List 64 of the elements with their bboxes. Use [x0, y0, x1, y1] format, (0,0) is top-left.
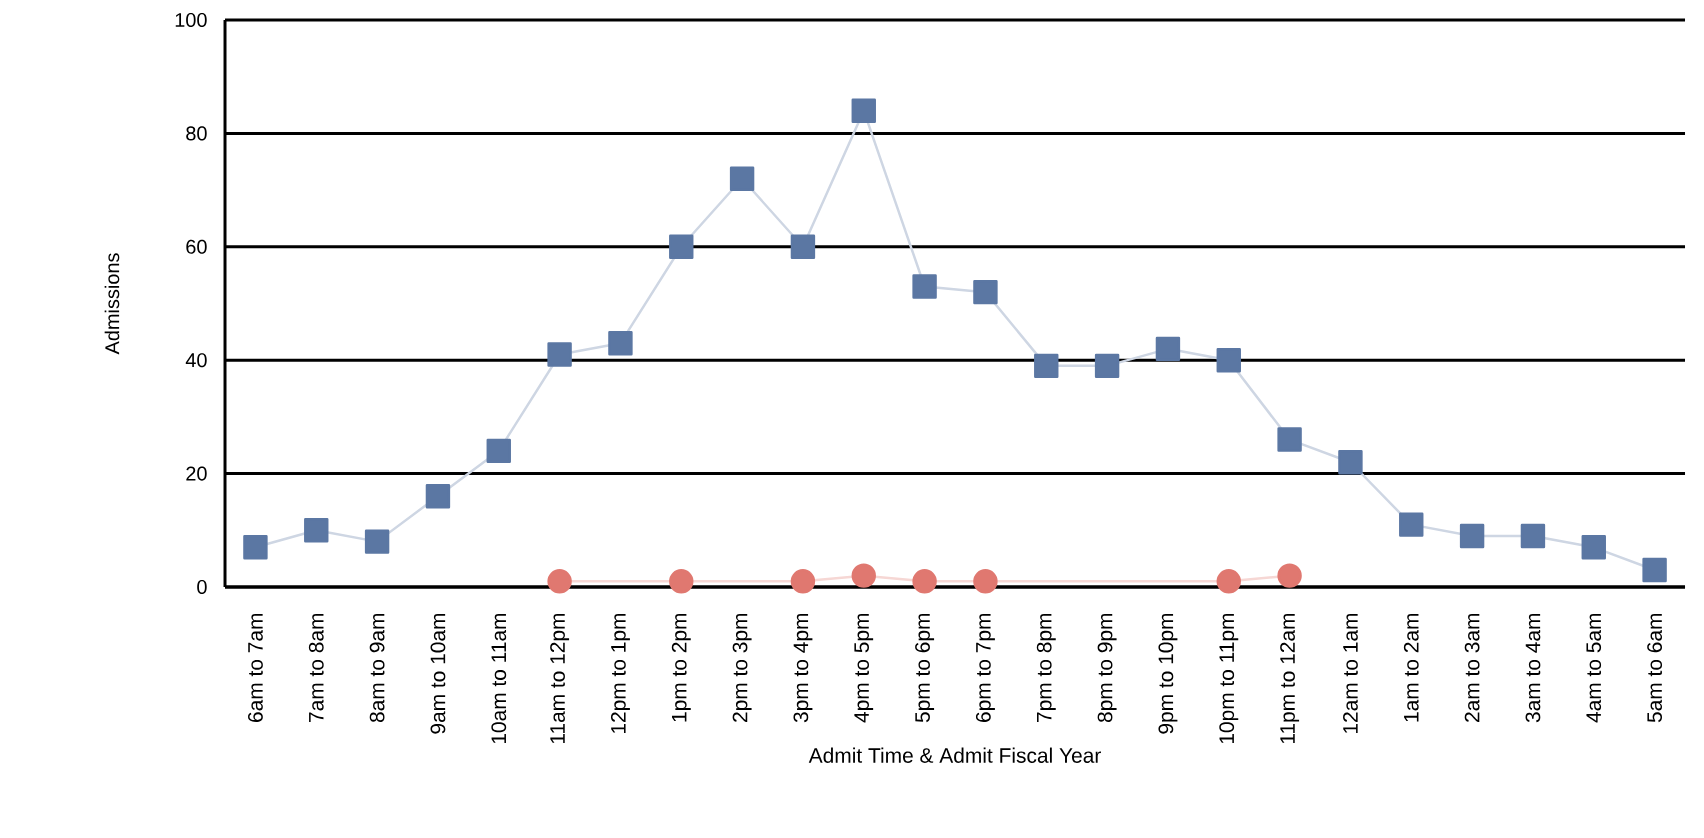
point — [669, 569, 694, 594]
x-tick-label: 9am to 10am — [430, 613, 446, 734]
point — [851, 98, 876, 123]
x-tick-label: 5pm to 6pm — [915, 613, 935, 723]
point — [729, 166, 755, 191]
point — [1155, 336, 1181, 362]
x-tick-label: 2am to 3am — [1464, 613, 1480, 722]
point — [1520, 523, 1546, 549]
x-tick-label: 6pm to 7pm — [975, 613, 995, 722]
point — [547, 342, 572, 367]
point — [1216, 347, 1241, 373]
point — [851, 563, 876, 588]
x-tick-label: 1am to 2am — [1403, 613, 1419, 722]
x-tick-label: 8pm to 9pm — [1097, 613, 1117, 723]
x-tick-label: 5am to 6am — [1647, 613, 1662, 723]
x-tick-label: 7pm to 8pm — [1036, 613, 1056, 722]
point — [425, 484, 451, 509]
point — [486, 438, 511, 464]
point — [1034, 353, 1059, 379]
point — [1642, 557, 1667, 583]
point — [243, 535, 268, 560]
point — [1399, 512, 1424, 537]
point — [912, 274, 937, 299]
y-tick-label: 20 — [186, 466, 207, 481]
x-tick-label: 12pm to 1pm — [610, 613, 630, 734]
x-tick-label: 3am to 4am — [1525, 613, 1541, 723]
point — [1581, 535, 1606, 560]
x-tick-label: 11am to 12pm — [550, 613, 570, 744]
point — [1216, 569, 1241, 594]
x-tick-label: 1pm to 2pm — [671, 613, 691, 722]
point — [912, 569, 937, 594]
point — [669, 234, 694, 259]
point — [1277, 427, 1302, 452]
point — [790, 569, 816, 594]
x-tick-label: 10am to 11am — [491, 613, 507, 744]
x-tick-label: 8am to 9am — [369, 613, 385, 723]
x-axis-title: Admit Time & Admit Fiscal Year — [808, 747, 1101, 763]
x-tick-label: 9pm to 10pm — [1158, 613, 1178, 734]
point — [1094, 353, 1120, 379]
point — [1277, 563, 1302, 588]
point — [547, 569, 572, 594]
point — [1459, 523, 1485, 549]
point — [790, 234, 816, 259]
y-tick-label: 80 — [186, 126, 207, 141]
x-tick-label: 7am to 8am — [308, 613, 324, 722]
x-tick-label: 11pm to 12am — [1280, 613, 1300, 744]
x-tick-label: 6am to 7am — [248, 613, 263, 722]
x-tick-label: 12am to 1am — [1343, 613, 1358, 734]
x-tick-label: 10pm to 11pm — [1219, 613, 1239, 744]
y-tick-label: 40 — [185, 353, 207, 368]
x-tick-label: 4pm to 5pm — [854, 613, 874, 723]
y-axis-title: Admissions — [104, 253, 120, 355]
x-tick-label: 4am to 5am — [1586, 613, 1602, 723]
y-tick-label: 60 — [186, 239, 207, 254]
point — [973, 279, 998, 305]
x-tick-label: 2pm to 3pm — [732, 613, 752, 722]
point — [608, 330, 633, 356]
x-tick-label: 3pm to 4pm — [793, 613, 813, 723]
y-tick-label: 0 — [197, 579, 207, 595]
point — [304, 518, 329, 543]
point — [364, 529, 390, 554]
point — [1338, 450, 1363, 475]
y-tick-label: 100 — [175, 12, 207, 28]
point — [973, 569, 998, 594]
